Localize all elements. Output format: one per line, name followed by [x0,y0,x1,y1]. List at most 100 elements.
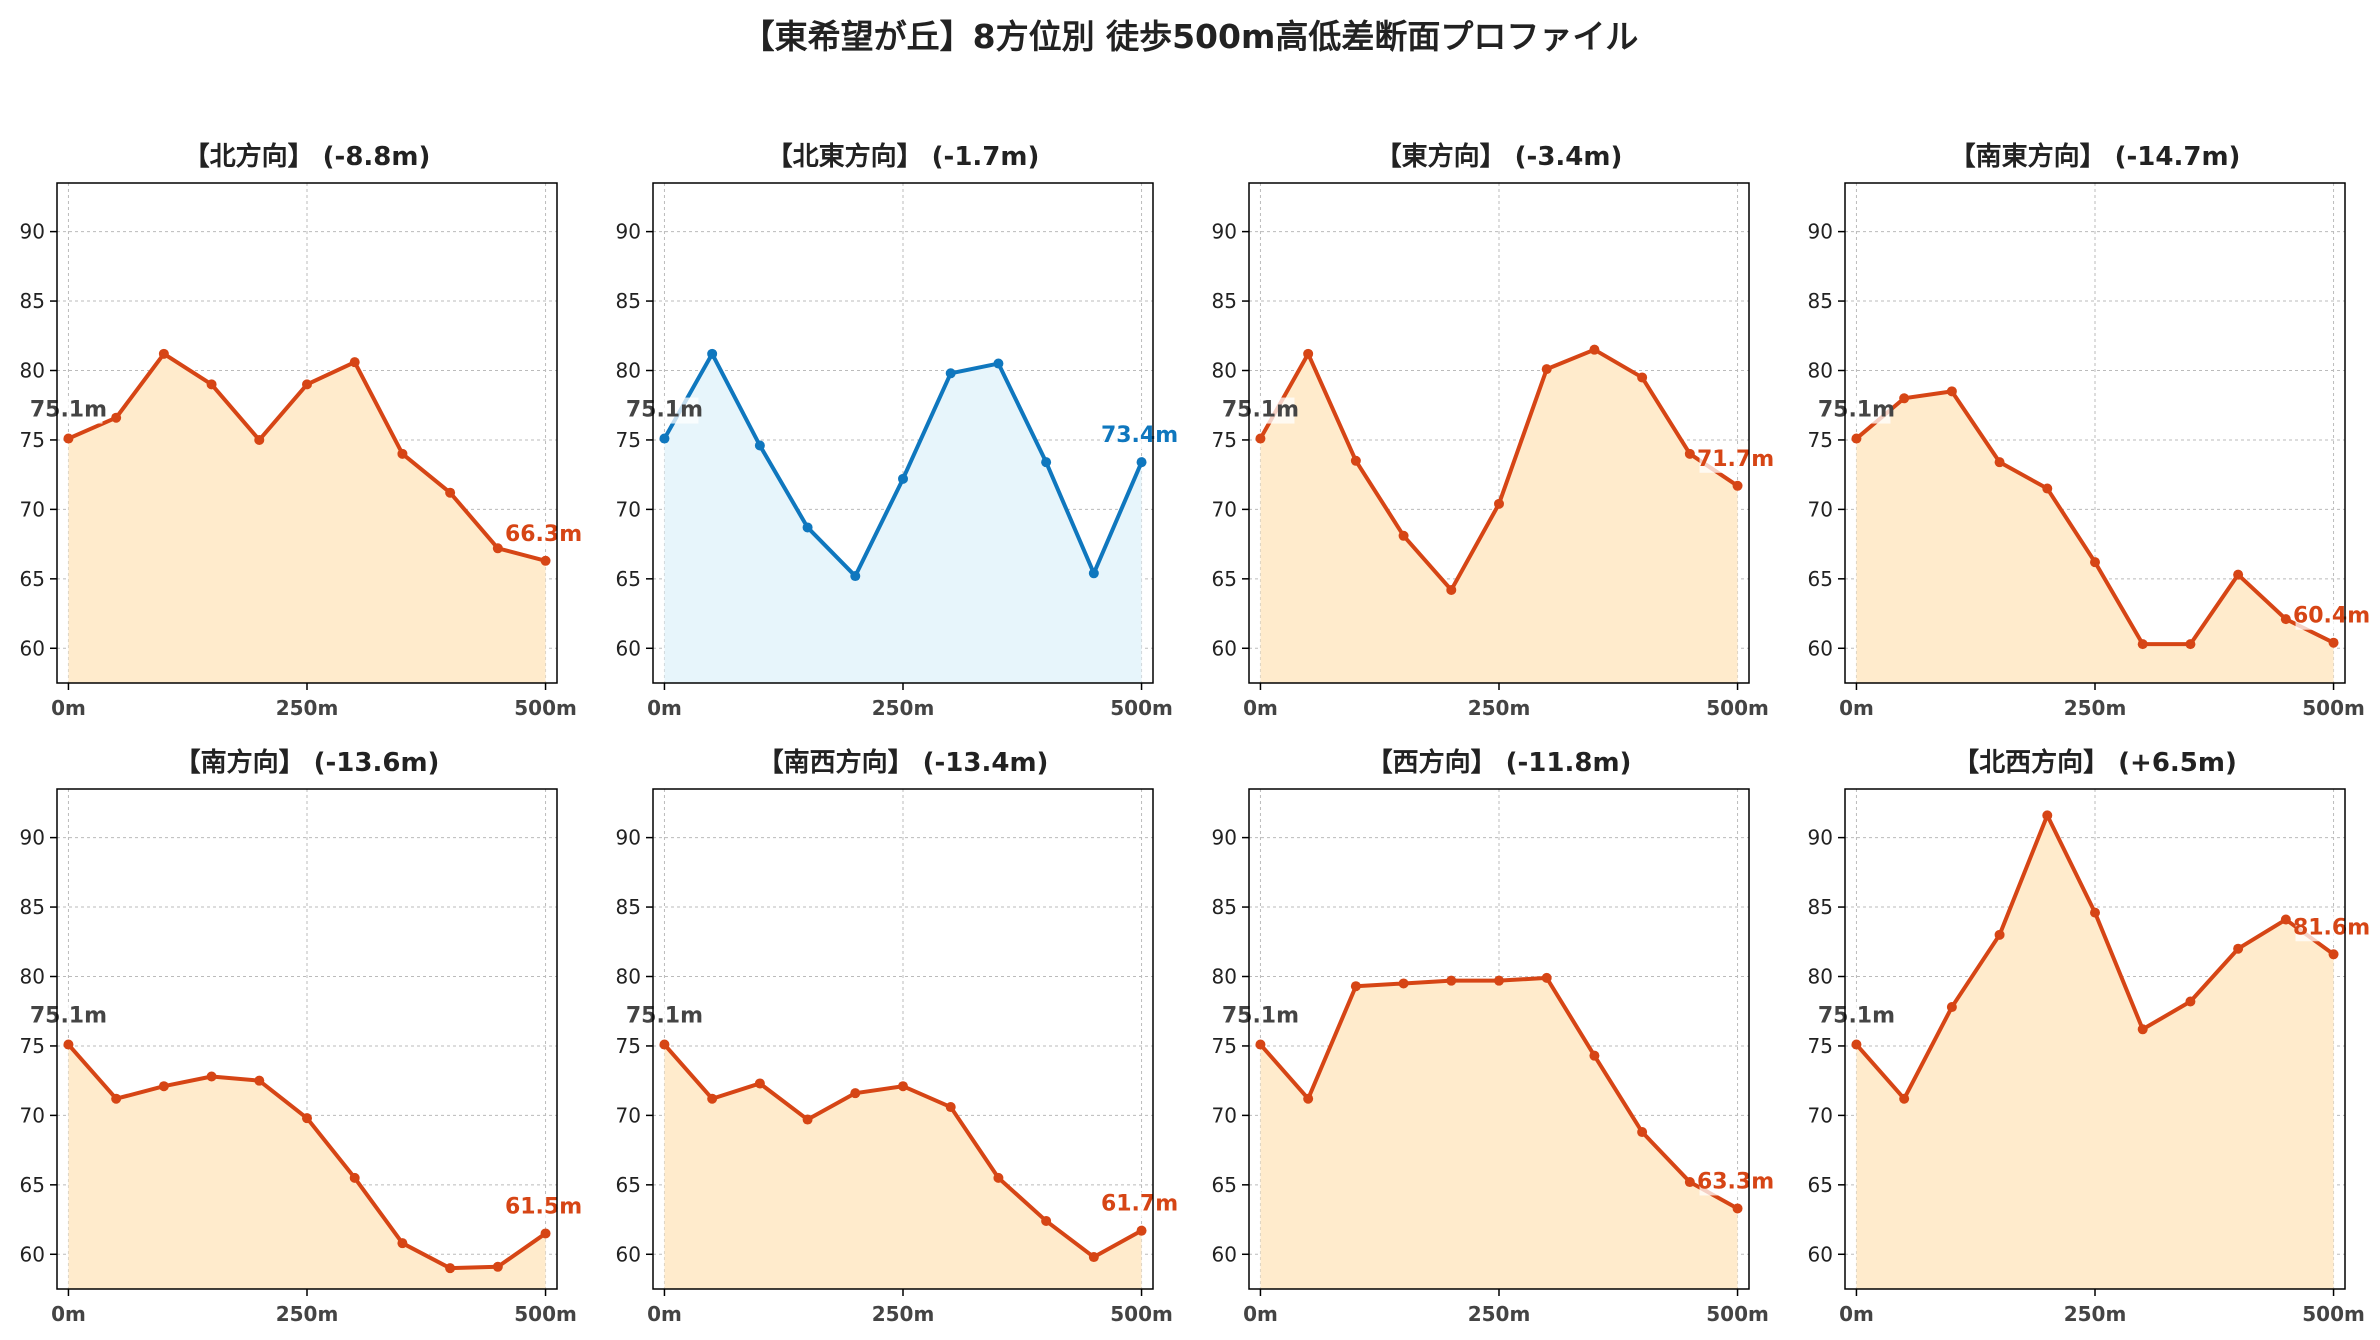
subplot-title: 【北西方向】 (+6.5m) [1953,747,2237,778]
area-fill [68,353,546,683]
data-point [754,1078,765,1089]
data-point [2090,907,2100,918]
subplot-8: 【北西方向】 (+6.5m) 75.1m 81.6m 60 65 70 75 80 85 90 0m… [1808,747,2371,1326]
y-tick-label: 60 [616,636,641,660]
end-label-bg [1103,1191,1176,1218]
y-tick-label: 85 [1808,289,1833,313]
data-point [1494,975,1504,986]
data-point [2233,943,2244,954]
data-point [993,358,1004,369]
y-tick-label: 90 [616,826,641,850]
data-point [2233,569,2244,580]
data-point [2280,614,2291,625]
end-label: 81.6m [2293,915,2370,940]
x-tick-label: 0m [51,696,86,720]
end-label-bg [1699,1169,1772,1196]
start-label-bg [1822,397,1891,424]
data-point [1637,372,1648,383]
data-point [1637,1127,1648,1138]
data-point [1255,433,1266,444]
x-tick-label: 250m [2064,1302,2127,1326]
plot-frame [1844,182,2346,684]
plot-frame [1844,788,2346,1290]
start-label: 75.1m [626,1004,703,1029]
data-point [2328,637,2339,648]
data-point [1136,457,1147,468]
y-tick-label: 80 [616,965,641,989]
data-point [2137,1024,2148,1035]
subplot-6: 【南西方向】 (-13.4m) 75.1m 61.7m 60 65 70 75 80 85 90 0… [616,747,1179,1326]
area-fill [1856,815,2334,1289]
subplot-title: 【南方向】 (-13.6m) [175,747,440,778]
data-point [1398,978,1409,989]
subplot-title: 【北東方向】 (-1.7m) [767,141,1040,172]
data-point [754,440,765,451]
x-tick-label: 500m [1706,1302,1769,1326]
data-point [349,1172,360,1183]
y-tick-label: 70 [1808,497,1833,521]
end-label: 73.4m [1101,423,1178,448]
data-point [2185,996,2196,1007]
y-tick-label: 85 [20,289,45,313]
data-point [1684,1177,1695,1188]
subplot-1: 【北方向】 (-8.8m) 75.1m 66.3m 60 65 70 75 80 85 90 0m 2… [20,141,583,720]
y-tick-label: 75 [616,1034,641,1058]
data-point [898,1081,908,1092]
area-fill [664,353,1142,683]
data-point [302,379,312,390]
x-tick-label: 0m [1243,1302,1278,1326]
data-point [802,522,813,533]
end-label-bg [2295,915,2368,942]
end-label: 63.3m [1697,1169,1774,1194]
data-point [445,487,456,498]
data-point [2185,639,2196,650]
data-point [1994,457,2005,468]
data-point [158,1081,169,1092]
start-label: 75.1m [1818,1004,1895,1029]
start-label-bg [34,1003,103,1030]
data-point [445,1263,456,1274]
y-tick-label: 90 [1808,826,1833,850]
subplot-title: 【北方向】 (-8.8m) [184,141,431,172]
data-point [1255,1039,1266,1050]
y-tick-label: 80 [1808,965,1833,989]
y-tick-label: 85 [616,289,641,313]
data-point [1946,1002,1957,1013]
subplot-5: 【南方向】 (-13.6m) 75.1m 61.5m 60 65 70 75 80 85 90 0m… [20,747,583,1326]
data-point [659,433,670,444]
y-tick-label: 70 [616,1103,641,1127]
x-tick-label: 250m [872,1302,935,1326]
data-point [1398,530,1409,541]
data-point [2042,483,2053,494]
end-label-bg [1103,423,1176,450]
y-tick-label: 90 [1212,826,1237,850]
y-tick-label: 90 [616,220,641,244]
data-point [111,1093,122,1104]
x-tick-label: 250m [276,1302,339,1326]
end-label: 60.4m [2293,604,2370,629]
start-label: 75.1m [626,398,703,423]
end-label: 61.5m [505,1194,582,1219]
data-point [1350,981,1361,992]
y-tick-label: 70 [1808,1103,1833,1127]
start-label-bg [1226,1003,1295,1030]
start-label-bg [630,1003,699,1030]
x-tick-label: 250m [276,696,339,720]
data-point [2328,949,2339,960]
data-point [2090,557,2100,568]
y-tick-label: 60 [1808,1242,1833,1266]
y-tick-label: 70 [20,497,45,521]
area-fill [1260,349,1738,683]
data-point [1541,972,1552,983]
y-tick-label: 75 [1212,428,1237,452]
subplot-7: 【西方向】 (-11.8m) 75.1m 63.3m 60 65 70 75 80 85 90 0m… [1212,747,1775,1326]
data-point [2042,810,2053,821]
y-tick-label: 90 [20,220,45,244]
y-tick-label: 60 [616,1242,641,1266]
area-fill [68,1044,546,1289]
data-point [1088,1252,1099,1263]
start-label-bg [1226,397,1295,424]
x-tick-label: 500m [1110,696,1173,720]
data-point [1541,364,1552,375]
end-label-bg [507,1194,580,1221]
